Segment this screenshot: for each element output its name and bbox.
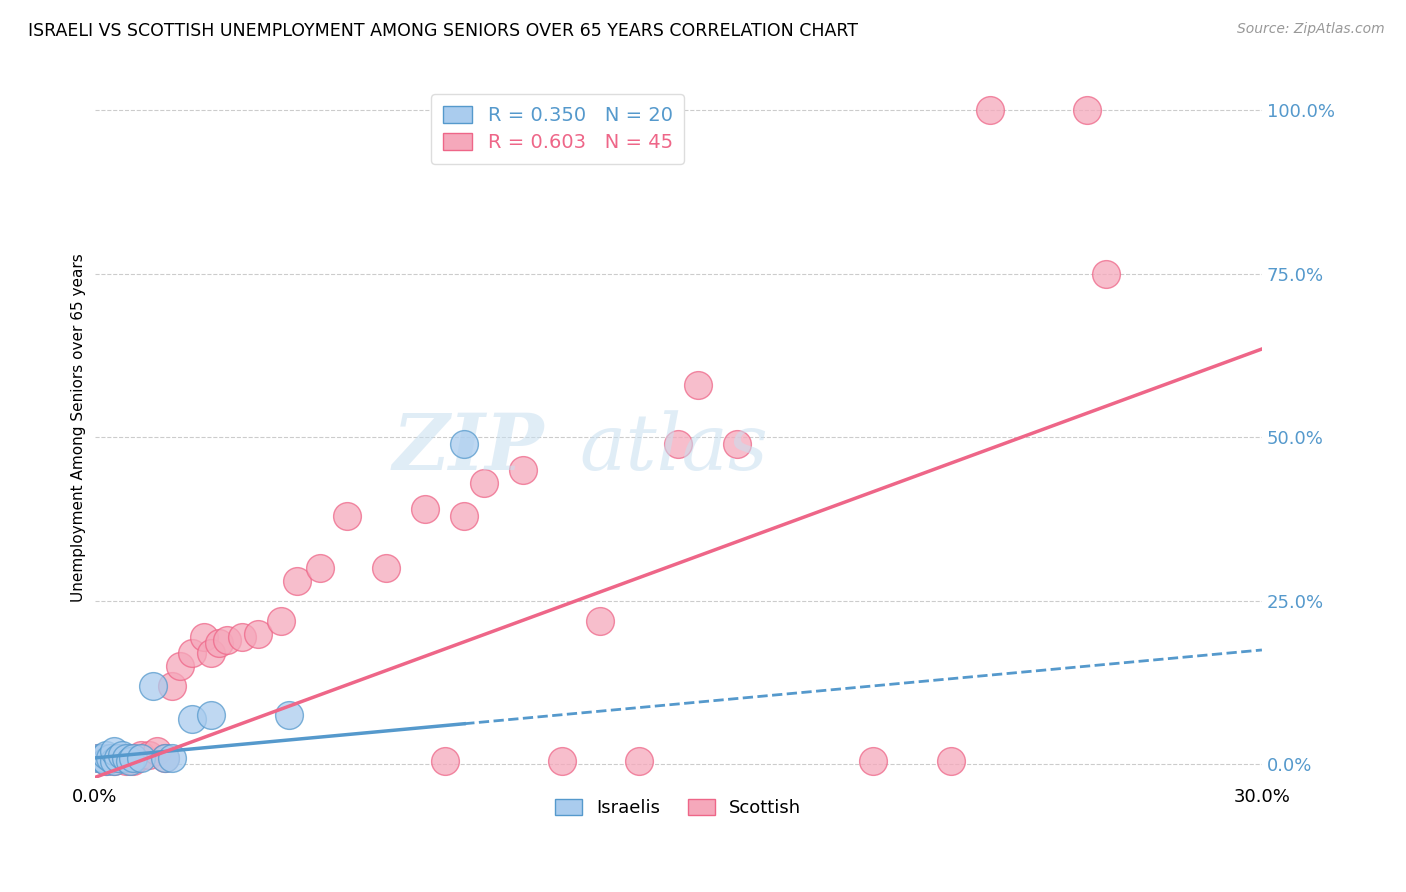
Point [193,630,215,644]
Text: ISRAELI VS SCOTTISH UNEMPLOYMENT AMONG SENIORS OVER 65 YEARS CORRELATION CHART: ISRAELI VS SCOTTISH UNEMPLOYMENT AMONG S… [28,22,858,40]
Point [246,626,269,640]
Point [200,646,222,660]
Point [589,614,612,628]
Point [270,614,292,628]
Point [180,646,202,660]
Point [336,508,359,523]
Point [146,744,169,758]
Point [180,712,202,726]
Point [122,754,145,768]
Point [433,754,456,768]
Point [1095,267,1118,281]
Point [127,751,149,765]
Point [87,751,110,765]
Point [118,751,141,765]
Point [103,754,125,768]
Point [96,747,118,762]
Point [666,437,689,451]
Point [138,747,160,762]
Point [96,754,118,768]
Point [103,754,125,768]
Point [111,751,134,765]
Point [628,754,651,768]
Point [111,747,134,762]
Point [91,751,114,765]
Point [231,630,253,644]
Point [725,437,748,451]
Point [215,633,238,648]
Point [278,708,301,723]
Point [169,659,191,673]
Point [87,751,110,765]
Point [309,561,332,575]
Point [142,679,165,693]
Point [453,508,475,523]
Point [98,751,121,765]
Point [208,636,231,650]
Text: Source: ZipAtlas.com: Source: ZipAtlas.com [1237,22,1385,37]
Point [107,751,129,765]
Point [200,708,222,723]
Point [415,502,437,516]
Point [114,751,136,765]
Point [375,561,398,575]
Point [129,751,152,765]
Text: ZIP: ZIP [392,410,544,487]
Point [862,754,884,768]
Point [162,679,184,693]
Point [103,744,125,758]
Point [512,463,534,477]
Point [153,751,176,765]
Point [129,747,152,762]
Point [472,476,495,491]
Point [91,751,114,765]
Point [118,754,141,768]
Point [153,751,176,765]
Point [939,754,962,768]
Point [686,378,709,392]
Text: atlas: atlas [579,410,768,487]
Point [107,751,129,765]
Point [979,103,1001,117]
Point [98,751,121,765]
Point [550,754,572,768]
Point [453,437,475,451]
Point [1076,103,1098,117]
Point [114,754,136,768]
Point [96,754,118,768]
Y-axis label: Unemployment Among Seniors over 65 years: Unemployment Among Seniors over 65 years [72,253,86,602]
Point [285,574,308,589]
Point [162,751,184,765]
Legend: Israelis, Scottish: Israelis, Scottish [548,792,808,824]
Point [122,751,145,765]
